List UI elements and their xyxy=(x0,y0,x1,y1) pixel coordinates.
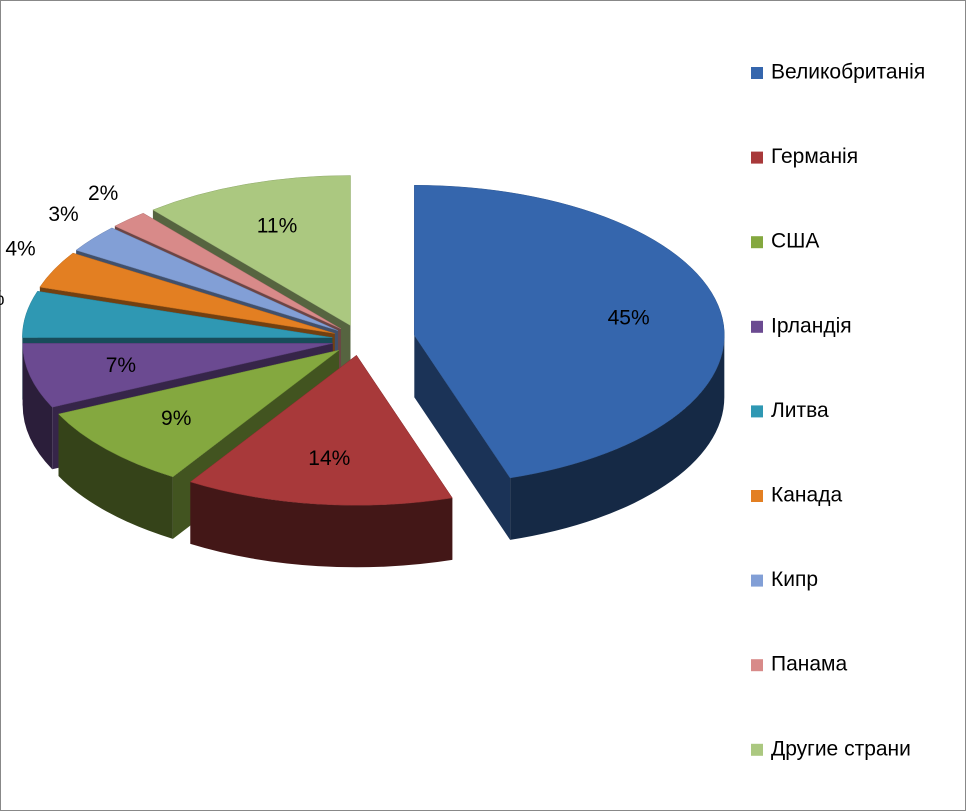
slice-side xyxy=(414,335,511,540)
legend-swatch xyxy=(751,236,763,249)
legend-label: Другие страни xyxy=(771,737,911,760)
slice xyxy=(75,227,338,331)
slice-side xyxy=(58,414,173,539)
legend-swatch xyxy=(751,574,763,587)
slice xyxy=(114,212,341,330)
slice-side xyxy=(22,343,53,470)
slice xyxy=(414,185,725,479)
slice-side xyxy=(190,481,453,568)
slice xyxy=(22,343,333,408)
legend-swatch xyxy=(751,405,763,418)
legend-swatch xyxy=(751,67,763,79)
data-label: 14% xyxy=(308,447,350,470)
data-label: 3% xyxy=(48,203,78,226)
data-label: 5% xyxy=(0,287,5,310)
legend-swatch xyxy=(751,320,763,333)
slice xyxy=(152,175,351,326)
slice xyxy=(189,354,453,506)
data-label: 7% xyxy=(106,354,136,377)
slice xyxy=(22,290,333,338)
legend-label: Канада xyxy=(771,484,842,507)
slice xyxy=(39,252,335,334)
legend-label: Панама xyxy=(771,653,847,676)
data-label: 9% xyxy=(161,407,191,430)
data-label: 4% xyxy=(5,237,35,260)
legend-label: Ірландія xyxy=(771,314,852,337)
slice xyxy=(58,349,340,478)
legend-swatch xyxy=(751,151,763,164)
legend-label: Великобританія xyxy=(771,61,925,84)
legend-swatch xyxy=(751,659,763,672)
legend-label: Кипр xyxy=(771,568,818,591)
data-label: 11% xyxy=(257,214,297,237)
legend-swatch xyxy=(751,743,763,756)
data-label: 2% xyxy=(88,182,118,205)
legend-label: Литва xyxy=(771,399,829,422)
slice-side xyxy=(510,335,725,540)
legend-swatch xyxy=(751,490,763,502)
legend-label: Германія xyxy=(771,145,858,168)
legend-label: США xyxy=(771,230,819,253)
data-label: 45% xyxy=(608,306,650,329)
